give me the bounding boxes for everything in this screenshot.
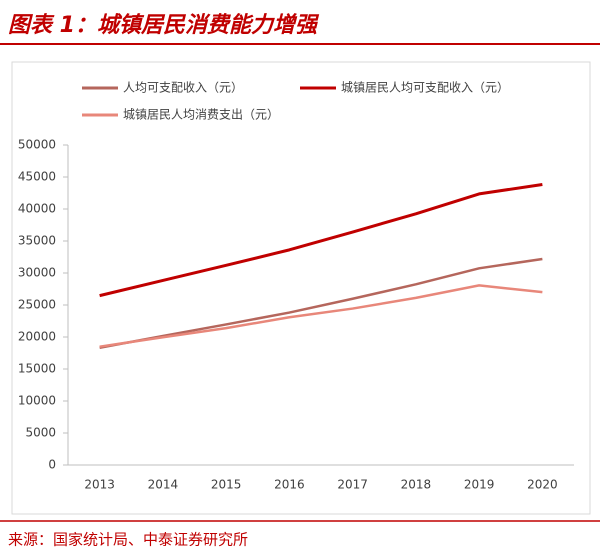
legend-label: 城镇居民人均可支配收入（元） bbox=[341, 81, 509, 95]
y-tick-label: 5000 bbox=[25, 426, 56, 440]
line-series bbox=[99, 284, 543, 348]
chart-title: 图表 1：城镇居民消费能力增强 bbox=[8, 12, 320, 38]
legend-label: 城镇居民人均消费支出（元） bbox=[123, 108, 279, 122]
y-tick-label: 45000 bbox=[18, 170, 56, 184]
line-series bbox=[99, 182, 543, 298]
y-tick-label: 35000 bbox=[18, 234, 56, 248]
x-tick-label: 2018 bbox=[401, 478, 432, 492]
x-tick-label: 2019 bbox=[464, 478, 495, 492]
y-tick-label: 40000 bbox=[18, 202, 56, 216]
chart-frame bbox=[11, 61, 591, 515]
x-tick-label: 2017 bbox=[337, 478, 368, 492]
y-tick-label: 30000 bbox=[18, 266, 56, 280]
source-note: 来源：国家统计局、中泰证券研究所 bbox=[8, 531, 248, 549]
x-tick-label: 2015 bbox=[211, 478, 242, 492]
y-tick-label: 50000 bbox=[18, 138, 56, 152]
legend-label: 人均可支配收入（元） bbox=[123, 81, 243, 95]
x-tick-label: 2020 bbox=[527, 478, 558, 492]
line-series bbox=[99, 257, 543, 350]
y-tick-label: 25000 bbox=[18, 298, 56, 312]
y-tick-label: 0 bbox=[48, 458, 56, 472]
x-tick-label: 2016 bbox=[274, 478, 305, 492]
x-tick-label: 2013 bbox=[84, 478, 115, 492]
x-tick-label: 2014 bbox=[148, 478, 179, 492]
y-tick-label: 10000 bbox=[18, 394, 56, 408]
y-tick-label: 15000 bbox=[18, 362, 56, 376]
y-tick-label: 20000 bbox=[18, 330, 56, 344]
